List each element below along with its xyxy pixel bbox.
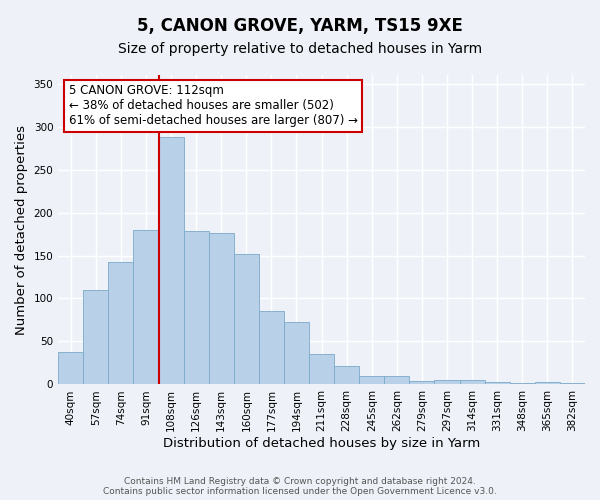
Bar — [385, 376, 409, 384]
Bar — [409, 381, 434, 384]
Bar — [133, 230, 158, 384]
Bar — [510, 382, 535, 384]
Bar — [485, 382, 510, 384]
Bar — [83, 290, 109, 384]
Bar — [234, 254, 259, 384]
Text: Contains public sector information licensed under the Open Government Licence v3: Contains public sector information licen… — [103, 486, 497, 496]
Bar — [309, 354, 334, 384]
Text: 5 CANON GROVE: 112sqm
← 38% of detached houses are smaller (502)
61% of semi-det: 5 CANON GROVE: 112sqm ← 38% of detached … — [69, 84, 358, 128]
Bar — [460, 380, 485, 384]
Text: Size of property relative to detached houses in Yarm: Size of property relative to detached ho… — [118, 42, 482, 56]
Bar — [158, 137, 184, 384]
Bar — [334, 366, 359, 384]
Bar — [259, 312, 284, 384]
Text: 5, CANON GROVE, YARM, TS15 9XE: 5, CANON GROVE, YARM, TS15 9XE — [137, 18, 463, 36]
Bar — [184, 232, 209, 384]
Text: Contains HM Land Registry data © Crown copyright and database right 2024.: Contains HM Land Registry data © Crown c… — [124, 476, 476, 486]
Bar — [434, 380, 460, 384]
X-axis label: Distribution of detached houses by size in Yarm: Distribution of detached houses by size … — [163, 437, 480, 450]
Bar — [359, 376, 385, 384]
Bar — [560, 382, 585, 384]
Bar — [109, 262, 133, 384]
Bar — [284, 322, 309, 384]
Bar — [58, 352, 83, 384]
Bar — [209, 233, 234, 384]
Bar — [535, 382, 560, 384]
Y-axis label: Number of detached properties: Number of detached properties — [15, 124, 28, 334]
